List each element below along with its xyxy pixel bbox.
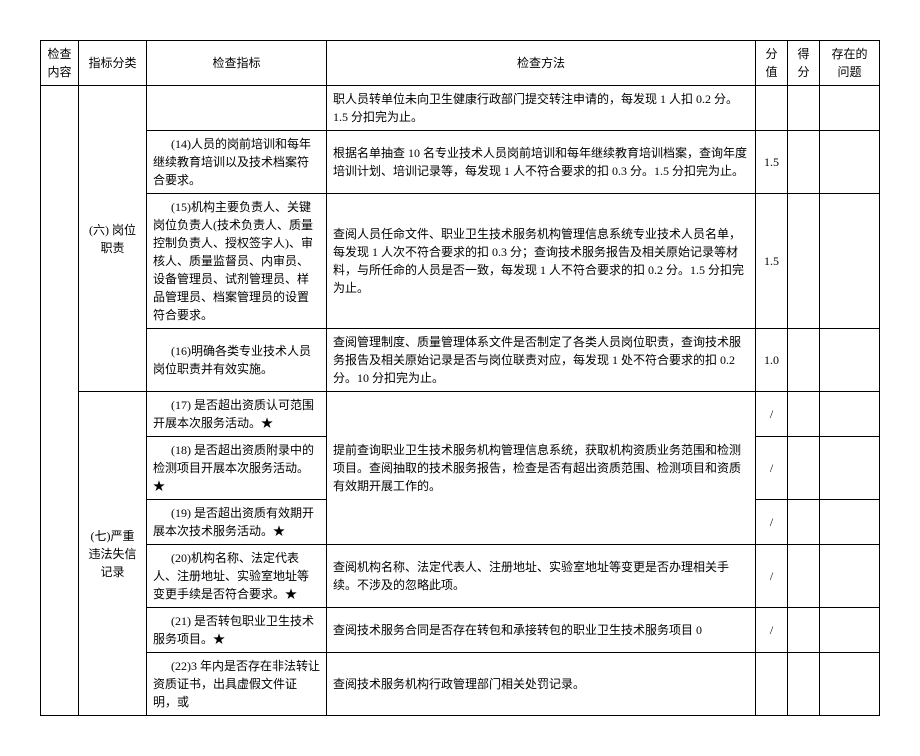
method-cell: 查阅人员任命文件、职业卫生技术服务机构管理信息系统专业技术人员名单，每发现 1 … — [327, 194, 756, 329]
header-category: 指标分类 — [79, 41, 147, 86]
score-cell — [756, 653, 788, 716]
method-cell: 查阅技术服务合同是否存在转包和承接转包的职业卫生技术服务项目 0 — [327, 608, 756, 653]
table-row: (22)3 年内是否存在非法转让资质证书，出具虚假文件证明，或 查阅技术服务机构… — [41, 653, 880, 716]
issue-cell — [820, 194, 880, 329]
score-cell: / — [756, 392, 788, 437]
table-row: (21) 是否转包职业卫生技术服务项目。★ 查阅技术服务合同是否存在转包和承接转… — [41, 608, 880, 653]
method-cell: 查阅管理制度、质量管理体系文件是否制定了各类人员岗位职责，查询技术服务报告及相关… — [327, 329, 756, 392]
header-check-content: 检查内容 — [41, 41, 79, 86]
category-7: (七)严重违法失信记录 — [79, 392, 147, 716]
score-cell: 1.5 — [756, 131, 788, 194]
header-score: 分值 — [756, 41, 788, 86]
table-row: (16)明确各类专业技术人员岗位职责并有效实施。 查阅管理制度、质量管理体系文件… — [41, 329, 880, 392]
method-cell: 职人员转单位未向卫生健康行政部门提交转注申请的，每发现 1 人扣 0.2 分。1… — [327, 86, 756, 131]
issue-cell — [820, 392, 880, 437]
indicator-cell: (19) 是否超出资质有效期开展本次技术服务活动。★ — [147, 500, 327, 545]
score-cell — [756, 86, 788, 131]
indicator-cell: (17) 是否超出资质认可范围开展本次服务活动。★ — [147, 392, 327, 437]
issue-cell — [820, 131, 880, 194]
got-cell — [788, 392, 820, 437]
table-row: (14)人员的岗前培训和每年继续教育培训以及技术档案符合要求。 根据名单抽查 1… — [41, 131, 880, 194]
issue-cell — [820, 437, 880, 500]
got-cell — [788, 653, 820, 716]
table-row: (20)机构名称、法定代表人、注册地址、实验室地址等变更手续是否符合要求。★ 查… — [41, 545, 880, 608]
method-cell: 提前查询职业卫生技术服务机构管理信息系统，获取机构资质业务范围和检测项目。查阅抽… — [327, 392, 756, 545]
category-6: (六) 岗位职责 — [79, 86, 147, 392]
score-cell: / — [756, 437, 788, 500]
inspection-table: 检查内容 指标分类 检查指标 检查方法 分值 得分 存在的问题 (六) 岗位职责… — [40, 40, 880, 716]
header-method: 检查方法 — [327, 41, 756, 86]
header-indicator: 检查指标 — [147, 41, 327, 86]
score-cell: 1.0 — [756, 329, 788, 392]
got-cell — [788, 437, 820, 500]
got-cell — [788, 608, 820, 653]
issue-cell — [820, 329, 880, 392]
indicator-cell: (20)机构名称、法定代表人、注册地址、实验室地址等变更手续是否符合要求。★ — [147, 545, 327, 608]
indicator-cell: (21) 是否转包职业卫生技术服务项目。★ — [147, 608, 327, 653]
issue-cell — [820, 500, 880, 545]
score-cell: / — [756, 500, 788, 545]
got-cell — [788, 131, 820, 194]
got-cell — [788, 500, 820, 545]
table-row: (15)机构主要负责人、关键岗位负责人(技术负责人、质量控制负责人、授权签字人)… — [41, 194, 880, 329]
issue-cell — [820, 545, 880, 608]
method-cell: 根据名单抽查 10 名专业技术人员岗前培训和每年继续教育培训档案，查询年度培训计… — [327, 131, 756, 194]
issue-cell — [820, 608, 880, 653]
score-cell: / — [756, 545, 788, 608]
method-cell: 查阅技术服务机构行政管理部门相关处罚记录。 — [327, 653, 756, 716]
check-content-cell — [41, 86, 79, 716]
got-cell — [788, 329, 820, 392]
header-got: 得分 — [788, 41, 820, 86]
indicator-cell: (16)明确各类专业技术人员岗位职责并有效实施。 — [147, 329, 327, 392]
issue-cell — [820, 653, 880, 716]
table-row: (六) 岗位职责 职人员转单位未向卫生健康行政部门提交转注申请的，每发现 1 人… — [41, 86, 880, 131]
issue-cell — [820, 86, 880, 131]
header-row: 检查内容 指标分类 检查指标 检查方法 分值 得分 存在的问题 — [41, 41, 880, 86]
score-cell: / — [756, 608, 788, 653]
header-issues: 存在的问题 — [820, 41, 880, 86]
indicator-cell: (22)3 年内是否存在非法转让资质证书，出具虚假文件证明，或 — [147, 653, 327, 716]
got-cell — [788, 545, 820, 608]
score-cell: 1.5 — [756, 194, 788, 329]
indicator-cell — [147, 86, 327, 131]
indicator-cell: (18) 是否超出资质附录中的检测项目开展本次服务活动。★ — [147, 437, 327, 500]
table-row: (七)严重违法失信记录 (17) 是否超出资质认可范围开展本次服务活动。★ 提前… — [41, 392, 880, 437]
method-cell: 查阅机构名称、法定代表人、注册地址、实验室地址等变更是否办理相关手续。不涉及的忽… — [327, 545, 756, 608]
indicator-cell: (15)机构主要负责人、关键岗位负责人(技术负责人、质量控制负责人、授权签字人)… — [147, 194, 327, 329]
got-cell — [788, 86, 820, 131]
got-cell — [788, 194, 820, 329]
indicator-cell: (14)人员的岗前培训和每年继续教育培训以及技术档案符合要求。 — [147, 131, 327, 194]
